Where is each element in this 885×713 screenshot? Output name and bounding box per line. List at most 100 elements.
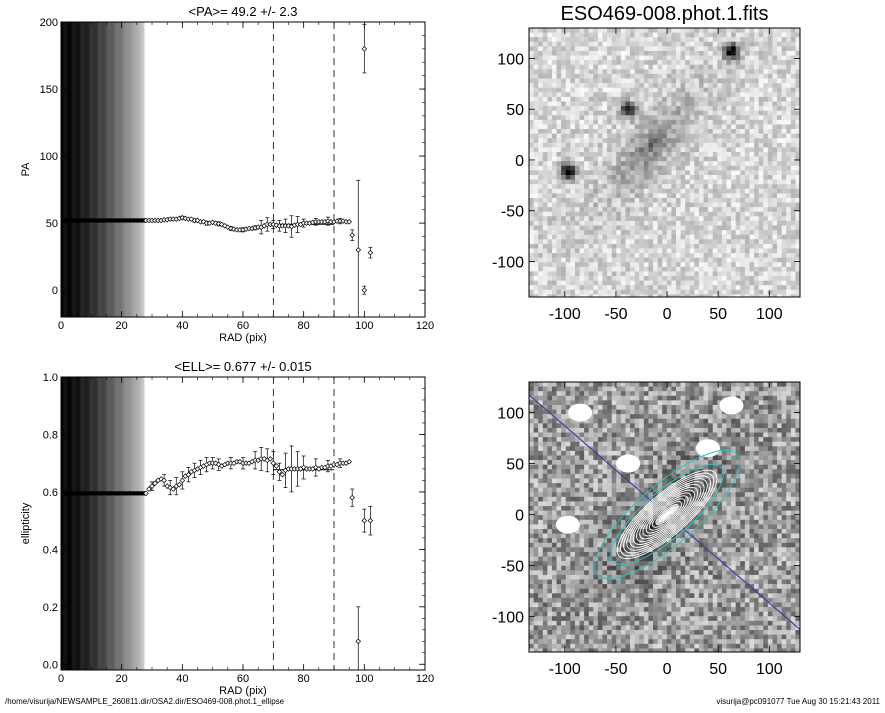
image-pixel — [759, 97, 764, 102]
image-pixel — [694, 207, 699, 212]
image-pixel — [676, 56, 681, 61]
image-pixel — [717, 157, 722, 162]
image-pixel — [708, 189, 713, 194]
image-pixel — [575, 175, 580, 180]
image-pixel — [653, 143, 658, 148]
image-pixel — [671, 166, 676, 171]
model-pixel — [782, 396, 787, 401]
image-pixel — [736, 248, 741, 253]
image-pixel — [727, 46, 732, 51]
image-pixel — [713, 28, 718, 33]
image-pixel — [782, 74, 787, 79]
image-pixel — [791, 51, 796, 56]
image-pixel — [749, 157, 754, 162]
image-pixel — [644, 51, 649, 56]
image-pixel — [593, 46, 598, 51]
image-pixel — [543, 281, 548, 286]
image-pixel — [607, 230, 612, 235]
image-pixel — [772, 221, 777, 226]
model-pixel — [653, 419, 658, 424]
image-pixel — [621, 281, 626, 286]
image-pixel — [699, 262, 704, 267]
model-pixel — [704, 410, 709, 415]
image-pixel — [547, 271, 552, 276]
image-pixel — [681, 147, 686, 152]
image-pixel — [644, 124, 649, 129]
model-pixel — [786, 419, 791, 424]
image-pixel — [667, 170, 672, 175]
image-pixel — [598, 28, 603, 33]
image-pixel — [690, 147, 695, 152]
image-pixel — [736, 138, 741, 143]
image-pixel — [653, 271, 658, 276]
image-pixel — [598, 46, 603, 51]
image-pixel — [658, 147, 663, 152]
image-pixel — [731, 106, 736, 111]
image-pixel — [557, 106, 562, 111]
image-pixel — [639, 120, 644, 125]
image-pixel — [602, 235, 607, 240]
image-pixel — [589, 161, 594, 166]
image-pixel — [662, 134, 667, 139]
image-pixel — [575, 106, 580, 111]
image-pixel — [731, 42, 736, 47]
image-pixel — [671, 138, 676, 143]
image-pixel — [754, 106, 759, 111]
image-pixel — [561, 180, 566, 185]
model-pixel — [745, 423, 750, 428]
image-pixel — [713, 175, 718, 180]
image-pixel — [557, 129, 562, 134]
image-pixel — [534, 69, 539, 74]
image-pixel — [759, 216, 764, 221]
image-pixel — [612, 203, 617, 208]
image-pixel — [598, 134, 603, 139]
image-pixel — [690, 143, 695, 148]
model-pixel — [699, 391, 704, 396]
model-pixel — [602, 391, 607, 396]
image-pixel — [529, 92, 534, 97]
image-pixel — [635, 166, 640, 171]
image-pixel — [616, 230, 621, 235]
image-pixel — [598, 248, 603, 253]
model-pixel — [772, 423, 777, 428]
image-pixel — [584, 56, 589, 61]
image-pixel — [580, 69, 585, 74]
image-pixel — [570, 65, 575, 70]
image-pixel — [676, 276, 681, 281]
image-pixel — [639, 33, 644, 38]
image-pixel — [763, 207, 768, 212]
image-pixel — [763, 258, 768, 263]
image-pixel — [667, 92, 672, 97]
image-pixel — [612, 157, 617, 162]
model-pixel — [566, 387, 571, 392]
image-pixel — [575, 46, 580, 51]
image-pixel — [570, 101, 575, 106]
image-pixel — [648, 184, 653, 189]
image-pixel — [713, 244, 718, 249]
image-pixel — [759, 111, 764, 116]
image-pixel — [575, 134, 580, 139]
image-pixel — [708, 124, 713, 129]
image-pixel — [607, 267, 612, 272]
image-pixel — [570, 226, 575, 231]
image-pixel — [658, 88, 663, 93]
image-pixel — [557, 184, 562, 189]
image-pixel — [676, 184, 681, 189]
image-pixel — [786, 189, 791, 194]
image-pixel — [543, 157, 548, 162]
image-pixel — [740, 230, 745, 235]
image-pixel — [529, 33, 534, 38]
image-pixel — [727, 230, 732, 235]
image-pixel — [557, 262, 562, 267]
image-pixel — [671, 56, 676, 61]
image-pixel — [740, 271, 745, 276]
image-pixel — [727, 56, 732, 61]
image-pixel — [671, 221, 676, 226]
image-pixel — [690, 230, 695, 235]
image-pixel — [704, 88, 709, 93]
image-pixel — [593, 235, 598, 240]
image-pixel — [648, 129, 653, 134]
image-pixel — [722, 175, 727, 180]
image-pixel — [589, 180, 594, 185]
image-pixel — [630, 244, 635, 249]
